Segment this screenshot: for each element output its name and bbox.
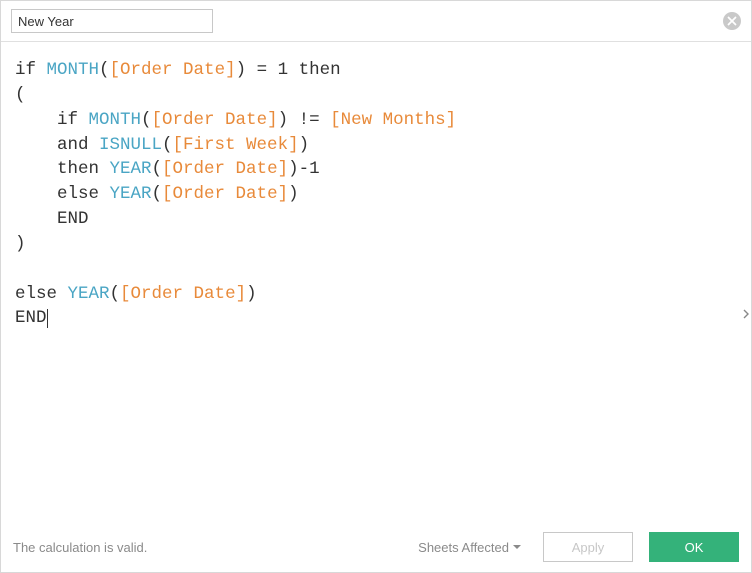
token-op: ( <box>141 110 152 130</box>
code-line: ) <box>15 232 737 257</box>
token-op: ) <box>288 159 299 179</box>
caret-down-icon <box>513 545 521 549</box>
validation-status: The calculation is valid. <box>13 540 147 555</box>
token-op: ) <box>246 284 257 304</box>
token-kw: and <box>15 135 99 155</box>
code-line: else YEAR([Order Date]) <box>15 282 737 307</box>
code-line: else YEAR([Order Date]) <box>15 182 737 207</box>
code-line: and ISNULL([First Week]) <box>15 133 737 158</box>
token-kw: then <box>15 159 110 179</box>
token-op: -1 <box>299 159 320 179</box>
close-button[interactable] <box>723 12 741 30</box>
token-fld: [Order Date] <box>162 184 288 204</box>
close-icon <box>727 16 737 26</box>
token-fld: [Order Date] <box>120 284 246 304</box>
token-op: ( <box>110 284 121 304</box>
token-kw: else <box>15 184 110 204</box>
token-op: ) <box>299 135 310 155</box>
token-kw: if <box>15 110 89 130</box>
dialog-footer: The calculation is valid. Sheets Affecte… <box>1 522 751 572</box>
token-fn: ISNULL <box>99 135 162 155</box>
code-line: END <box>15 306 737 331</box>
sheets-affected-label: Sheets Affected <box>418 540 509 555</box>
token-fld: [New Months] <box>330 110 456 130</box>
apply-button[interactable]: Apply <box>543 532 633 562</box>
token-kw: then <box>288 60 341 80</box>
calculation-name-input[interactable] <box>11 9 213 33</box>
code-line: if MONTH([Order Date]) = 1 then <box>15 58 737 83</box>
token-fld: [Order Date] <box>152 110 278 130</box>
token-op: ) <box>288 184 299 204</box>
token-fld: [First Week] <box>173 135 299 155</box>
dialog-header <box>1 1 751 42</box>
token-op: ) <box>15 234 26 254</box>
sheets-affected-dropdown[interactable]: Sheets Affected <box>418 540 521 555</box>
token-num: 1 <box>278 60 289 80</box>
token-kw: else <box>15 284 68 304</box>
token-op: = <box>246 60 278 80</box>
code-line: if MONTH([Order Date]) != [New Months] <box>15 108 737 133</box>
token-fld: [Order Date] <box>110 60 236 80</box>
token-fn: YEAR <box>110 184 152 204</box>
token-op: ( <box>162 135 173 155</box>
token-fn: MONTH <box>47 60 100 80</box>
formula-editor[interactable]: if MONTH([Order Date]) = 1 then( if MONT… <box>1 42 751 522</box>
token-kw: END <box>15 209 89 229</box>
code-line: then YEAR([Order Date])-1 <box>15 157 737 182</box>
token-op: != <box>288 110 330 130</box>
token-op: ( <box>15 85 26 105</box>
ok-button[interactable]: OK <box>649 532 739 562</box>
code-line <box>15 257 737 282</box>
token-kw: if <box>15 60 47 80</box>
token-op: ) <box>236 60 247 80</box>
expand-panel-button[interactable] <box>741 305 751 323</box>
token-op: ( <box>99 60 110 80</box>
text-cursor <box>47 309 48 328</box>
chevron-right-icon <box>743 309 749 319</box>
code-line: END <box>15 207 737 232</box>
token-op: ( <box>152 184 163 204</box>
token-fn: YEAR <box>68 284 110 304</box>
code-line: ( <box>15 83 737 108</box>
token-kw: END <box>15 308 47 328</box>
calculation-editor-dialog: if MONTH([Order Date]) = 1 then( if MONT… <box>0 0 752 573</box>
token-op: ( <box>152 159 163 179</box>
token-fn: MONTH <box>89 110 142 130</box>
token-fn: YEAR <box>110 159 152 179</box>
token-op: ) <box>278 110 289 130</box>
token-fld: [Order Date] <box>162 159 288 179</box>
